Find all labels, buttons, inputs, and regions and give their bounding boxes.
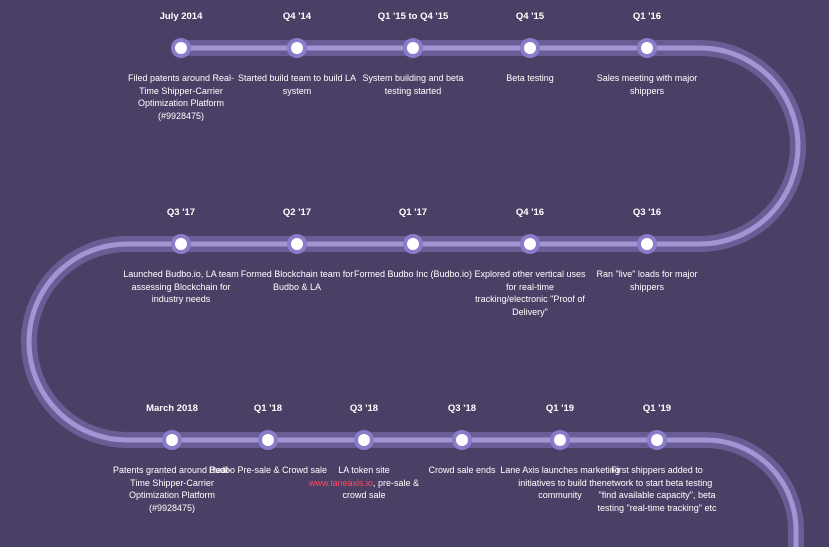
milestone-node-dot [291, 238, 303, 250]
milestone-node-dot [554, 434, 566, 446]
milestone-node-dot [175, 238, 187, 250]
milestone-date: Q4 '15 [515, 11, 545, 22]
milestone-date: Q1 '15 to Q4 '15 [377, 11, 449, 22]
milestone-node [647, 430, 667, 450]
milestone-node-dot [291, 42, 303, 54]
milestone-description: Formed Budbo Inc (Budbo.io) [353, 269, 473, 279]
milestone-node-dot [641, 238, 653, 250]
milestone-node [354, 430, 374, 450]
milestone-date: Q3 '18 [447, 403, 477, 414]
milestone-description: Started build team to build LA system [237, 73, 357, 96]
milestone-node [637, 38, 657, 58]
milestone-node [637, 234, 657, 254]
milestone-date: Q3 '18 [349, 403, 379, 414]
milestone-date: Q1 '16 [632, 11, 662, 22]
milestone-date: Q4 '14 [282, 11, 312, 22]
track-inner-line [26, 45, 801, 547]
milestone-node [550, 430, 570, 450]
milestone-date: Q1 '19 [642, 403, 672, 414]
milestone-description: Launched Budbo.io, LA team assessing Blo… [123, 269, 239, 304]
milestone-description: Crowd sale ends [428, 465, 496, 475]
milestone-description: Explored other vertical uses for real-ti… [474, 269, 586, 317]
milestone-date: Q1 '18 [253, 403, 283, 414]
milestone-date: Q1 '19 [545, 403, 575, 414]
milestone-description: Sales meeting with major shippers [596, 73, 698, 96]
milestone-node [403, 234, 423, 254]
description-text-after: , pre-sale & crowd sale [342, 477, 420, 501]
milestone-node-dot [175, 42, 187, 54]
description-text-before: LA token site [338, 465, 390, 475]
milestone-date: Q2 '17 [282, 207, 312, 218]
milestone-node [162, 430, 182, 450]
milestone-node [171, 234, 191, 254]
milestone-node-dot [407, 238, 419, 250]
milestone-node-dot [166, 434, 178, 446]
milestone-date: March 2018 [146, 403, 198, 414]
milestone-node [171, 38, 191, 58]
milestone-description: System building and beta testing started [362, 73, 464, 96]
milestone-date: Q3 '16 [632, 207, 662, 218]
milestone-node [520, 38, 540, 58]
milestone-description: Filed patents around Real-Time Shipper-C… [127, 73, 235, 121]
milestone-description: Patents granted around Real-Time Shipper… [112, 465, 232, 513]
milestone-node-dot [407, 42, 419, 54]
milestone-description: Beta testing [506, 73, 554, 83]
milestone-date: July 2014 [159, 11, 203, 22]
milestone-date: Q3 '17 [166, 207, 196, 218]
milestone-date: Q1 '17 [398, 207, 428, 218]
milestone-node [403, 38, 423, 58]
milestone-description: Formed Blockchain team for Budbo & LA [240, 269, 354, 292]
milestone-node-dot [456, 434, 468, 446]
milestone-description: First shippers added to network to start… [597, 465, 717, 513]
milestone-node-dot [651, 434, 663, 446]
milestone-node-dot [524, 238, 536, 250]
milestone-node [452, 430, 472, 450]
milestone-node [287, 234, 307, 254]
milestone-node-dot [358, 434, 370, 446]
milestone-node-dot [641, 42, 653, 54]
milestone-description: LA token site www.laneaxis.io, pre-sale … [304, 464, 424, 502]
milestone-description: Budbo Pre-sale & Crowd sale [208, 465, 328, 475]
milestone-date: Q4 '16 [515, 207, 545, 218]
milestone-node [287, 38, 307, 58]
milestone-node [258, 430, 278, 450]
milestone-node-dot [262, 434, 274, 446]
laneaxis-link[interactable]: www.laneaxis.io [308, 477, 373, 488]
milestone-node-dot [524, 42, 536, 54]
milestone-node [520, 234, 540, 254]
milestone-description: Lane Axis launches marketing initiatives… [500, 465, 620, 500]
milestone-description: Ran "live" loads for major shippers [596, 269, 698, 292]
